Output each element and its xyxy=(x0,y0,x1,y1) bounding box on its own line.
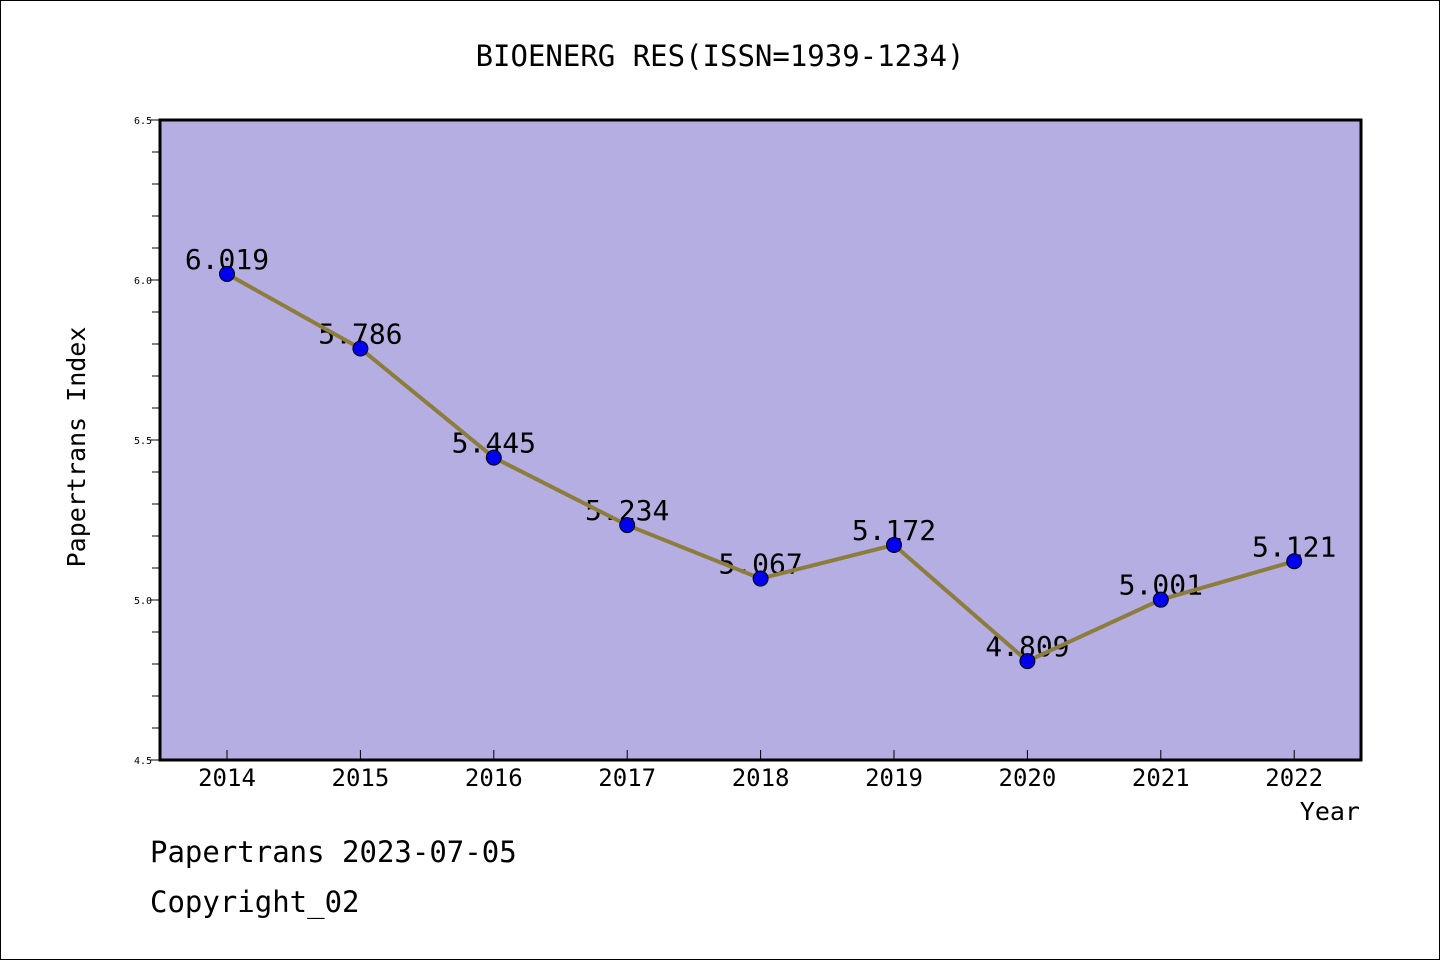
x-tick-label: 2018 xyxy=(732,764,790,792)
footer-date: Papertrans 2023-07-05 xyxy=(150,835,517,869)
series-line-group xyxy=(219,265,1303,670)
x-axis: 2014 2015 2016 2017 2018 2019 2020 2021 2022 xyxy=(198,750,1323,792)
x-tick-label: 2017 xyxy=(598,764,656,792)
x-tick-label: 2015 xyxy=(332,764,390,792)
y-tick-label: 6.0 xyxy=(134,276,152,287)
footer-copyright: Copyright_02 xyxy=(150,885,360,919)
y-tick-label: 5.0 xyxy=(134,596,152,607)
x-tick-label: 2022 xyxy=(1265,764,1323,792)
plot-area xyxy=(158,118,1363,762)
x-axis-label: Year xyxy=(1300,797,1360,826)
y-tick-label: 5.5 xyxy=(134,436,152,447)
chart-title: BIOENERG RES(ISSN=1939-1234) xyxy=(476,39,965,73)
data-point xyxy=(485,449,502,466)
x-tick-label: 2020 xyxy=(999,764,1057,792)
data-point xyxy=(1019,653,1036,670)
data-point xyxy=(219,265,235,282)
data-point xyxy=(352,340,369,357)
y-tick-label: 4.5 xyxy=(134,756,152,767)
y-axis-label: Papertrans Index xyxy=(62,327,91,568)
x-tick-label: 2021 xyxy=(1132,764,1190,792)
x-tick-label: 2019 xyxy=(865,764,923,792)
y-tick-label: 6.5 xyxy=(134,116,152,127)
y-axis: 4.5 5.0 5.5 6.0 6.5 xyxy=(134,116,160,767)
x-tick-label: 2014 xyxy=(198,764,256,792)
data-point xyxy=(886,536,902,553)
data-point xyxy=(752,570,769,587)
x-tick-label: 2016 xyxy=(465,764,523,792)
data-point xyxy=(619,517,636,534)
data-point xyxy=(1286,553,1303,570)
data-point xyxy=(1152,591,1169,608)
